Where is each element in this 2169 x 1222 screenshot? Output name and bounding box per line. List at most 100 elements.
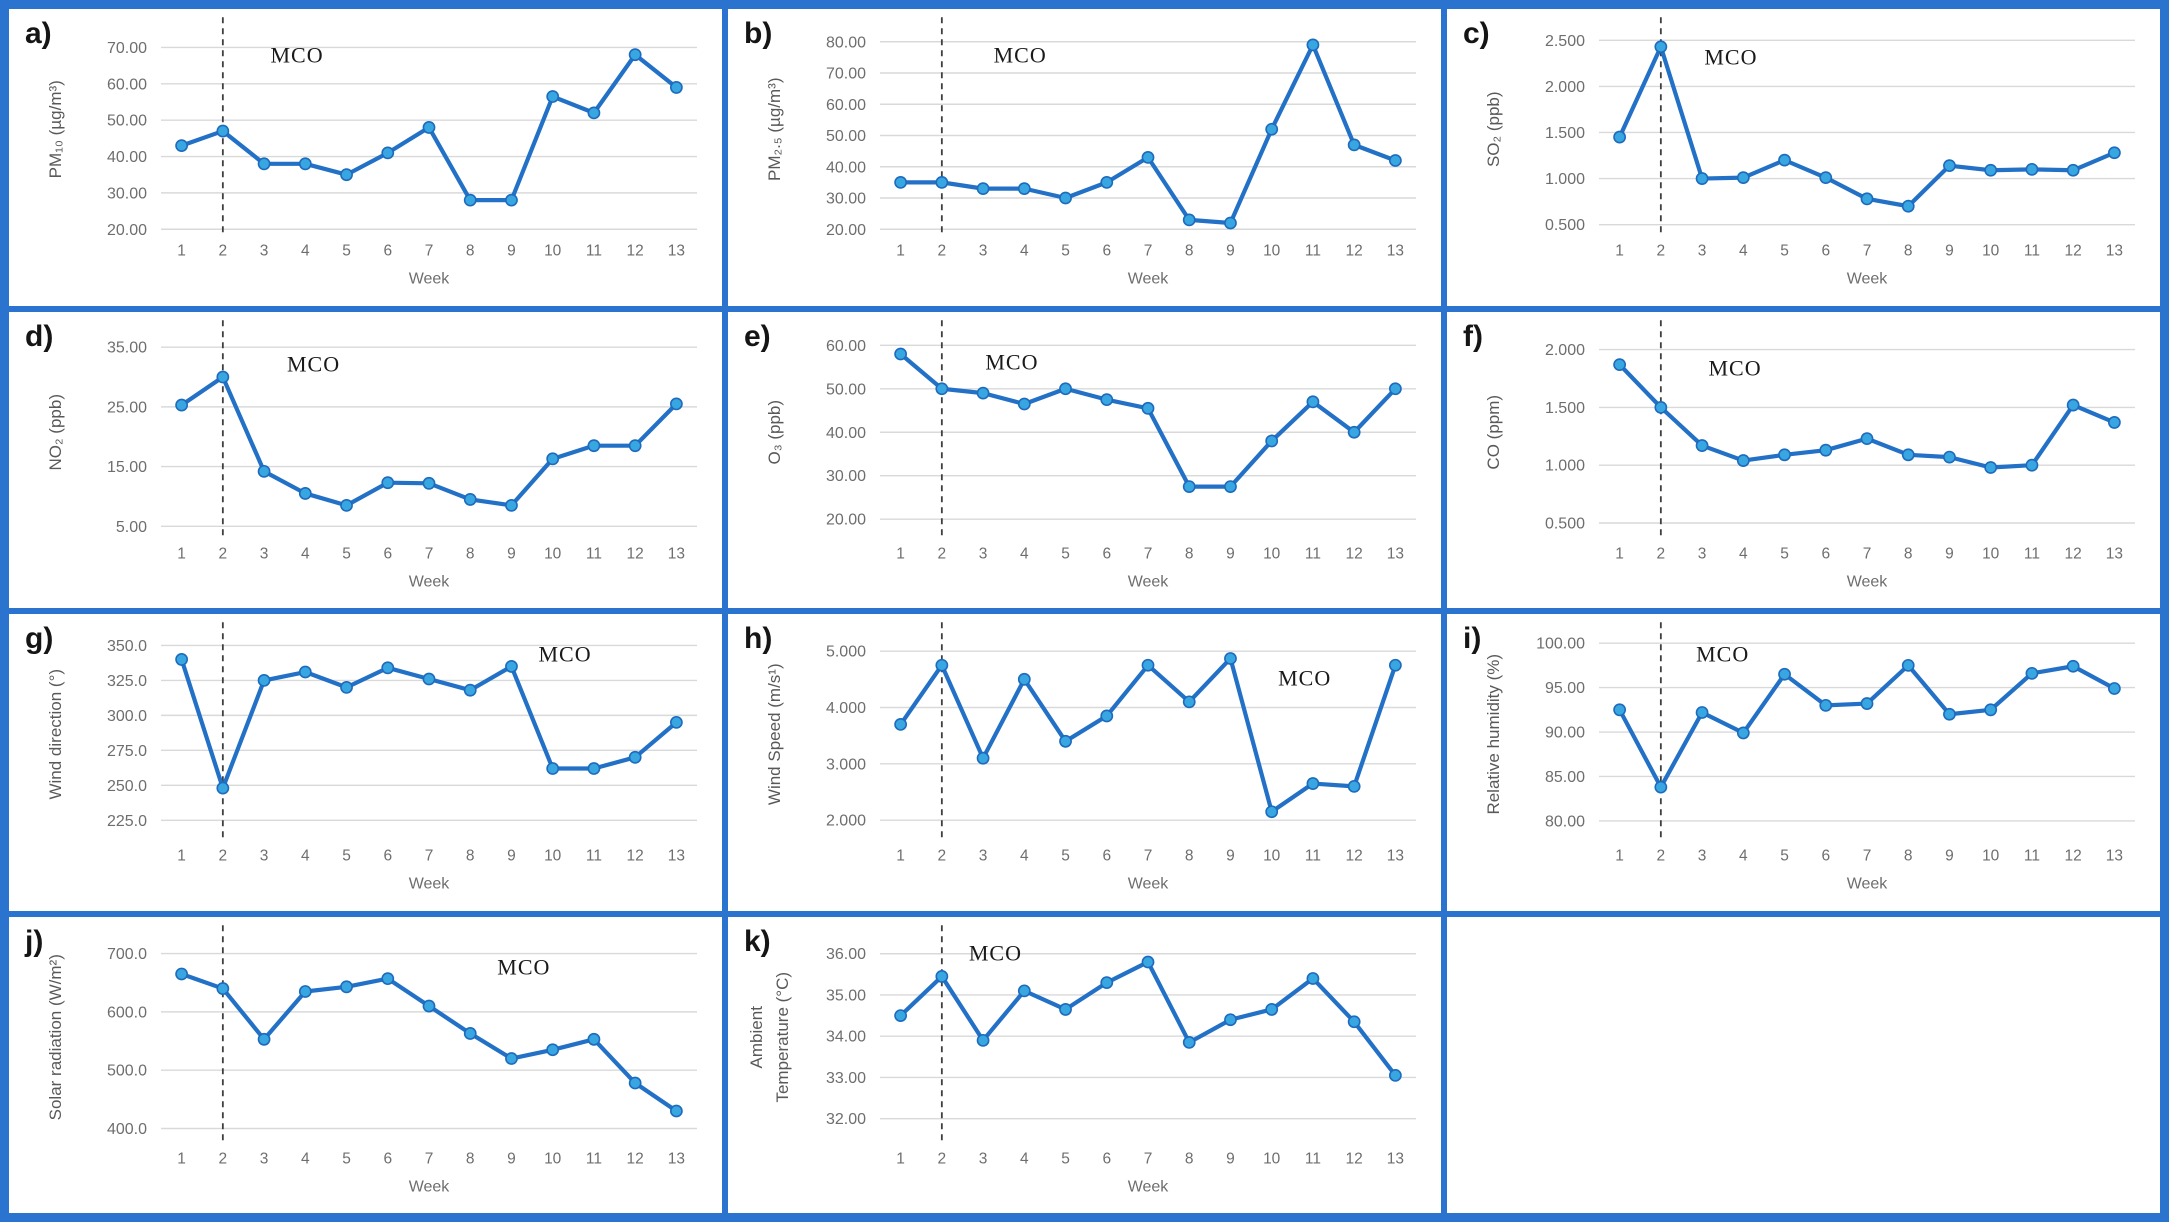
chart-panel-g: g) 225.0 250.0 275.0 300.0 325.0 350.0 MCO 1 2 3 4… bbox=[6, 611, 725, 914]
svg-text:6: 6 bbox=[1821, 242, 1830, 259]
svg-text:4: 4 bbox=[301, 1150, 310, 1167]
svg-text:1: 1 bbox=[1615, 242, 1624, 259]
svg-text:Week: Week bbox=[409, 875, 451, 892]
svg-text:7: 7 bbox=[1863, 242, 1872, 259]
svg-text:7: 7 bbox=[1144, 1150, 1153, 1167]
panel-letter-e: e) bbox=[744, 319, 771, 353]
svg-text:11: 11 bbox=[586, 847, 602, 864]
svg-text:11: 11 bbox=[2024, 545, 2040, 562]
svg-text:500.0: 500.0 bbox=[107, 1062, 147, 1079]
svg-text:3: 3 bbox=[979, 242, 988, 259]
svg-text:Wind direction (°): Wind direction (°) bbox=[46, 669, 65, 800]
svg-text:4.000: 4.000 bbox=[826, 700, 866, 717]
svg-text:Week: Week bbox=[1128, 1178, 1170, 1195]
svg-text:32.00: 32.00 bbox=[826, 1111, 866, 1128]
svg-text:2: 2 bbox=[938, 242, 947, 259]
svg-text:4: 4 bbox=[1020, 1150, 1029, 1167]
svg-text:40.00: 40.00 bbox=[826, 159, 866, 176]
svg-text:9: 9 bbox=[1945, 242, 1954, 259]
panel-letter-c: c) bbox=[1463, 17, 1490, 50]
svg-text:13: 13 bbox=[1387, 1150, 1404, 1167]
svg-text:80.00: 80.00 bbox=[1545, 813, 1585, 830]
svg-text:0.500: 0.500 bbox=[1545, 217, 1585, 234]
svg-text:7: 7 bbox=[425, 1150, 434, 1167]
svg-text:Wind Speed (m/s¹): Wind Speed (m/s¹) bbox=[765, 663, 784, 805]
chart-panel-c: c) 0.500 1.000 1.500 2.000 2.500 MCO 1 2 3 4 5 6 7 8 9… bbox=[1444, 6, 2163, 309]
svg-text:3: 3 bbox=[979, 1150, 988, 1167]
svg-text:MCO: MCO bbox=[994, 42, 1047, 67]
chart-panel-j: j) 400.0 500.0 600.0 700.0 MCO 1 2 3 4 5 6 7 8 9 10 11 1… bbox=[6, 913, 725, 1216]
svg-text:13: 13 bbox=[668, 242, 685, 259]
svg-text:35.00: 35.00 bbox=[107, 339, 147, 356]
svg-text:2: 2 bbox=[219, 545, 228, 562]
chart-panel-e: e) 20.00 30.00 40.00 50.00 60.00 MCO 1 2 3 4 5 6 7 8 9… bbox=[725, 308, 1444, 611]
svg-text:5: 5 bbox=[342, 847, 351, 864]
panel-letter-i: i) bbox=[1463, 622, 1482, 655]
svg-text:6: 6 bbox=[1821, 847, 1830, 864]
panel-letter-g: g) bbox=[25, 622, 54, 655]
empty-panel bbox=[1444, 913, 2163, 1216]
svg-text:5: 5 bbox=[1061, 545, 1070, 562]
svg-text:2: 2 bbox=[938, 1150, 947, 1167]
svg-text:85.00: 85.00 bbox=[1545, 769, 1585, 786]
svg-text:6: 6 bbox=[383, 242, 392, 259]
svg-text:MCO: MCO bbox=[538, 641, 591, 666]
svg-text:1.500: 1.500 bbox=[1545, 125, 1585, 142]
svg-text:Week: Week bbox=[409, 573, 451, 590]
svg-text:70.00: 70.00 bbox=[107, 40, 147, 57]
chart-panel-a: a) 20.00 30.00 40.00 50.00 60.00 70.00 MCO 1 2 3 4… bbox=[6, 6, 725, 309]
svg-text:33.00: 33.00 bbox=[826, 1069, 866, 1086]
svg-text:4: 4 bbox=[1739, 242, 1748, 259]
svg-text:12: 12 bbox=[2065, 847, 2082, 864]
svg-text:5: 5 bbox=[342, 545, 351, 562]
svg-text:PM₁₀ (µg/m³): PM₁₀ (µg/m³) bbox=[46, 80, 65, 178]
svg-text:4: 4 bbox=[1020, 847, 1029, 864]
svg-text:9: 9 bbox=[1226, 1150, 1235, 1167]
panel-letter-b: b) bbox=[744, 17, 773, 50]
svg-text:8: 8 bbox=[466, 242, 475, 259]
svg-text:1: 1 bbox=[896, 1150, 905, 1167]
svg-text:1: 1 bbox=[896, 847, 905, 864]
svg-text:1: 1 bbox=[896, 545, 905, 562]
svg-text:13: 13 bbox=[2106, 242, 2123, 259]
svg-text:12: 12 bbox=[627, 242, 644, 259]
svg-text:20.00: 20.00 bbox=[107, 222, 147, 239]
svg-text:300.0: 300.0 bbox=[107, 708, 147, 725]
svg-text:1: 1 bbox=[177, 1150, 186, 1167]
svg-text:5: 5 bbox=[1780, 545, 1789, 562]
svg-text:10: 10 bbox=[1982, 242, 2000, 259]
svg-text:50.00: 50.00 bbox=[826, 128, 866, 145]
svg-text:12: 12 bbox=[2065, 545, 2082, 562]
svg-text:60.00: 60.00 bbox=[107, 76, 147, 93]
svg-text:1: 1 bbox=[177, 545, 186, 562]
svg-text:275.0: 275.0 bbox=[107, 743, 147, 760]
svg-text:Week: Week bbox=[1128, 573, 1170, 590]
svg-text:13: 13 bbox=[2106, 847, 2123, 864]
svg-text:5: 5 bbox=[1061, 242, 1070, 259]
svg-text:8: 8 bbox=[466, 847, 475, 864]
svg-text:12: 12 bbox=[627, 1150, 644, 1167]
svg-text:7: 7 bbox=[1144, 242, 1153, 259]
svg-text:10: 10 bbox=[1263, 847, 1281, 864]
svg-text:11: 11 bbox=[2024, 847, 2040, 864]
svg-text:13: 13 bbox=[1387, 847, 1404, 864]
svg-text:8: 8 bbox=[1185, 1150, 1194, 1167]
svg-text:MCO: MCO bbox=[1704, 44, 1757, 69]
chart-panel-d: d) 5.00 15.00 25.00 35.00 MCO 1 2 3 4 5 6 7 8 9 10 11 12… bbox=[6, 308, 725, 611]
svg-text:8: 8 bbox=[466, 545, 475, 562]
svg-text:60.00: 60.00 bbox=[826, 337, 866, 354]
svg-text:11: 11 bbox=[1305, 1150, 1321, 1167]
svg-text:10: 10 bbox=[544, 242, 562, 259]
svg-text:6: 6 bbox=[383, 847, 392, 864]
svg-text:15.00: 15.00 bbox=[107, 459, 147, 476]
svg-text:6: 6 bbox=[1102, 1150, 1111, 1167]
svg-text:4: 4 bbox=[1020, 545, 1029, 562]
svg-text:250.0: 250.0 bbox=[107, 778, 147, 795]
svg-text:6: 6 bbox=[1102, 545, 1111, 562]
svg-text:90.00: 90.00 bbox=[1545, 725, 1585, 742]
svg-text:12: 12 bbox=[1346, 242, 1363, 259]
svg-text:5: 5 bbox=[1061, 847, 1070, 864]
